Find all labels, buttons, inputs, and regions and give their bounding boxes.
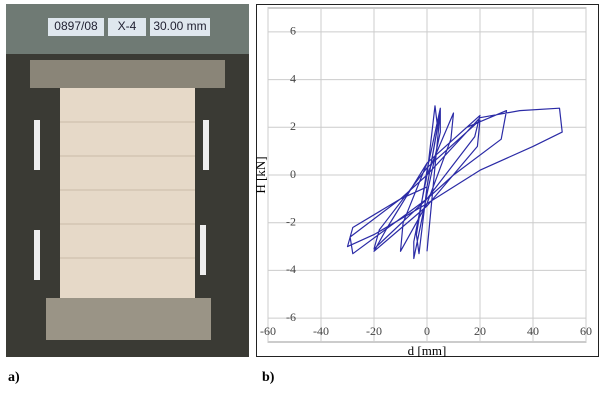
panel-label: a) (8, 370, 20, 385)
x-axis-label: d [mm] (408, 343, 447, 358)
sensor (34, 230, 40, 280)
y-tick-label: -2 (286, 214, 296, 228)
x-tick-label: -40 (313, 324, 329, 338)
x-tick-label: 40 (527, 324, 539, 338)
y-axis-label: H [kN] (253, 156, 268, 193)
y-tick-label: -6 (286, 310, 296, 324)
y-tick-label: 6 (290, 24, 296, 38)
tag (108, 18, 146, 36)
y-tick-label: 4 (290, 71, 296, 85)
tag-text: X-4 (118, 19, 137, 33)
y-tick-label: 0 (290, 167, 296, 181)
panel-label: b) (262, 370, 275, 385)
brick-joints (60, 121, 195, 259)
top-beam (30, 60, 225, 88)
x-tick-label: -60 (260, 324, 276, 338)
x-tick-label: -20 (366, 324, 382, 338)
base-beam (46, 298, 211, 340)
x-tick-label: 60 (580, 324, 592, 338)
y-tick-label: 2 (290, 119, 296, 133)
x-tick-label: 20 (474, 324, 486, 338)
sensor (200, 225, 206, 275)
wall (60, 88, 195, 300)
tag (48, 18, 104, 36)
x-tick-label: 0 (424, 324, 430, 338)
tag-text: 30.00 mm (153, 19, 206, 33)
sensor (34, 120, 40, 170)
hysteresis-line (346, 105, 563, 260)
tag (150, 18, 210, 36)
sensor (203, 120, 209, 170)
y-tick-label: -4 (286, 262, 296, 276)
tag-text: 0897/08 (54, 19, 98, 33)
photo: 0897/08 X-4 30.00 mm (6, 4, 249, 357)
